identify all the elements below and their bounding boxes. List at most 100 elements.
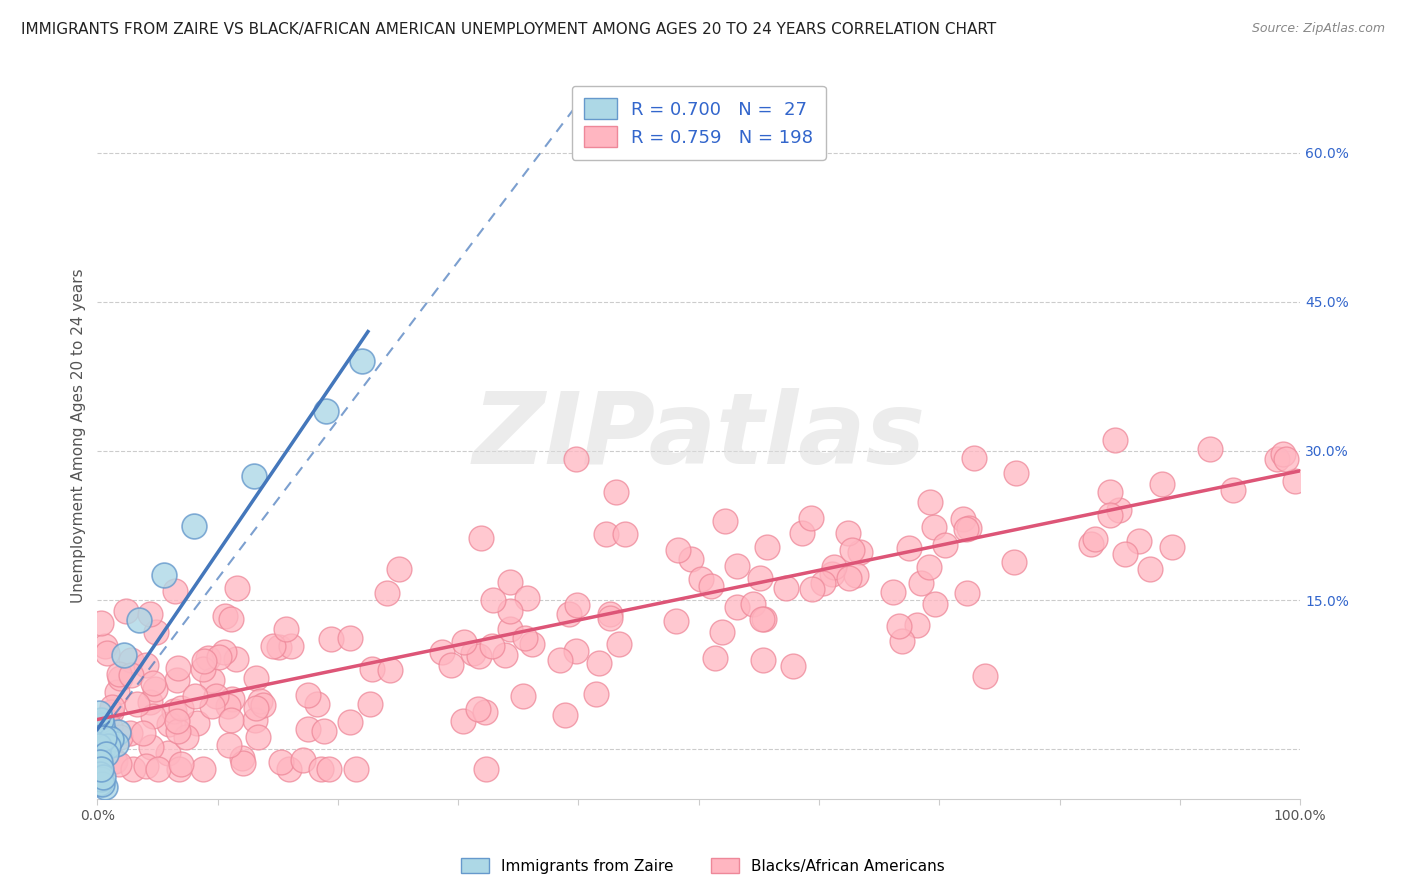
- Point: [170, 756, 193, 771]
- Point: [891, 633, 914, 648]
- Point: [315, 404, 337, 418]
- Point: [934, 537, 956, 551]
- Point: [790, 525, 813, 540]
- Point: [565, 598, 588, 612]
- Point: [800, 511, 823, 525]
- Point: [599, 607, 621, 621]
- Point: [91, 777, 114, 791]
- Point: [1271, 447, 1294, 461]
- Point: [752, 612, 775, 626]
- Point: [100, 731, 122, 746]
- Point: [146, 762, 169, 776]
- Point: [212, 644, 235, 658]
- Point: [105, 684, 128, 698]
- Point: [121, 762, 143, 776]
- Point: [297, 723, 319, 737]
- Point: [94, 714, 117, 728]
- Point: [956, 586, 979, 600]
- Point: [910, 575, 932, 590]
- Point: [918, 494, 941, 508]
- Point: [141, 739, 163, 754]
- Point: [94, 639, 117, 653]
- Point: [89, 741, 111, 756]
- Point: [952, 511, 974, 525]
- Point: [89, 755, 111, 769]
- Point: [451, 714, 474, 729]
- Point: [90, 762, 112, 776]
- Point: [1284, 474, 1306, 488]
- Point: [318, 762, 340, 776]
- Point: [752, 652, 775, 666]
- Point: [218, 739, 240, 753]
- Point: [821, 567, 844, 582]
- Point: [90, 718, 112, 732]
- Point: [221, 713, 243, 727]
- Point: [231, 751, 253, 765]
- Point: [350, 354, 373, 368]
- Point: [1005, 466, 1028, 480]
- Point: [145, 625, 167, 640]
- Point: [1139, 562, 1161, 576]
- Point: [957, 521, 980, 535]
- Point: [725, 558, 748, 573]
- Point: [565, 643, 588, 657]
- Point: [897, 541, 920, 555]
- Point: [105, 737, 128, 751]
- Point: [205, 689, 228, 703]
- Point: [837, 525, 859, 540]
- Point: [375, 586, 398, 600]
- Point: [475, 762, 498, 776]
- Point: [87, 749, 110, 764]
- Point: [468, 648, 491, 663]
- Point: [91, 748, 114, 763]
- Point: [498, 574, 520, 589]
- Point: [470, 531, 492, 545]
- Point: [245, 701, 267, 715]
- Point: [775, 581, 797, 595]
- Point: [558, 607, 581, 622]
- Point: [1222, 483, 1244, 497]
- Point: [782, 659, 804, 673]
- Point: [96, 728, 118, 742]
- Point: [89, 755, 111, 769]
- Point: [170, 700, 193, 714]
- Point: [104, 754, 127, 768]
- Point: [516, 591, 538, 606]
- Y-axis label: Unemployment Among Ages 20 to 24 years: Unemployment Among Ages 20 to 24 years: [72, 268, 86, 603]
- Point: [96, 646, 118, 660]
- Point: [98, 720, 121, 734]
- Point: [613, 527, 636, 541]
- Point: [89, 706, 111, 721]
- Point: [361, 662, 384, 676]
- Point: [214, 609, 236, 624]
- Point: [125, 697, 148, 711]
- Point: [225, 652, 247, 666]
- Point: [585, 687, 607, 701]
- Point: [169, 762, 191, 776]
- Point: [824, 560, 846, 574]
- Point: [1083, 532, 1105, 546]
- Point: [314, 724, 336, 739]
- Point: [201, 673, 224, 687]
- Point: [595, 526, 617, 541]
- Point: [94, 713, 117, 727]
- Point: [380, 663, 402, 677]
- Point: [554, 708, 576, 723]
- Point: [89, 776, 111, 790]
- Point: [292, 753, 315, 767]
- Point: [87, 727, 110, 741]
- Point: [89, 762, 111, 776]
- Point: [849, 545, 872, 559]
- Point: [100, 699, 122, 714]
- Point: [305, 697, 328, 711]
- Point: [143, 681, 166, 696]
- Point: [565, 451, 588, 466]
- Point: [91, 741, 114, 756]
- Point: [112, 648, 135, 662]
- Point: [186, 715, 208, 730]
- Point: [277, 762, 299, 776]
- Point: [89, 767, 111, 781]
- Point: [89, 616, 111, 631]
- Point: [666, 543, 689, 558]
- Point: [588, 656, 610, 670]
